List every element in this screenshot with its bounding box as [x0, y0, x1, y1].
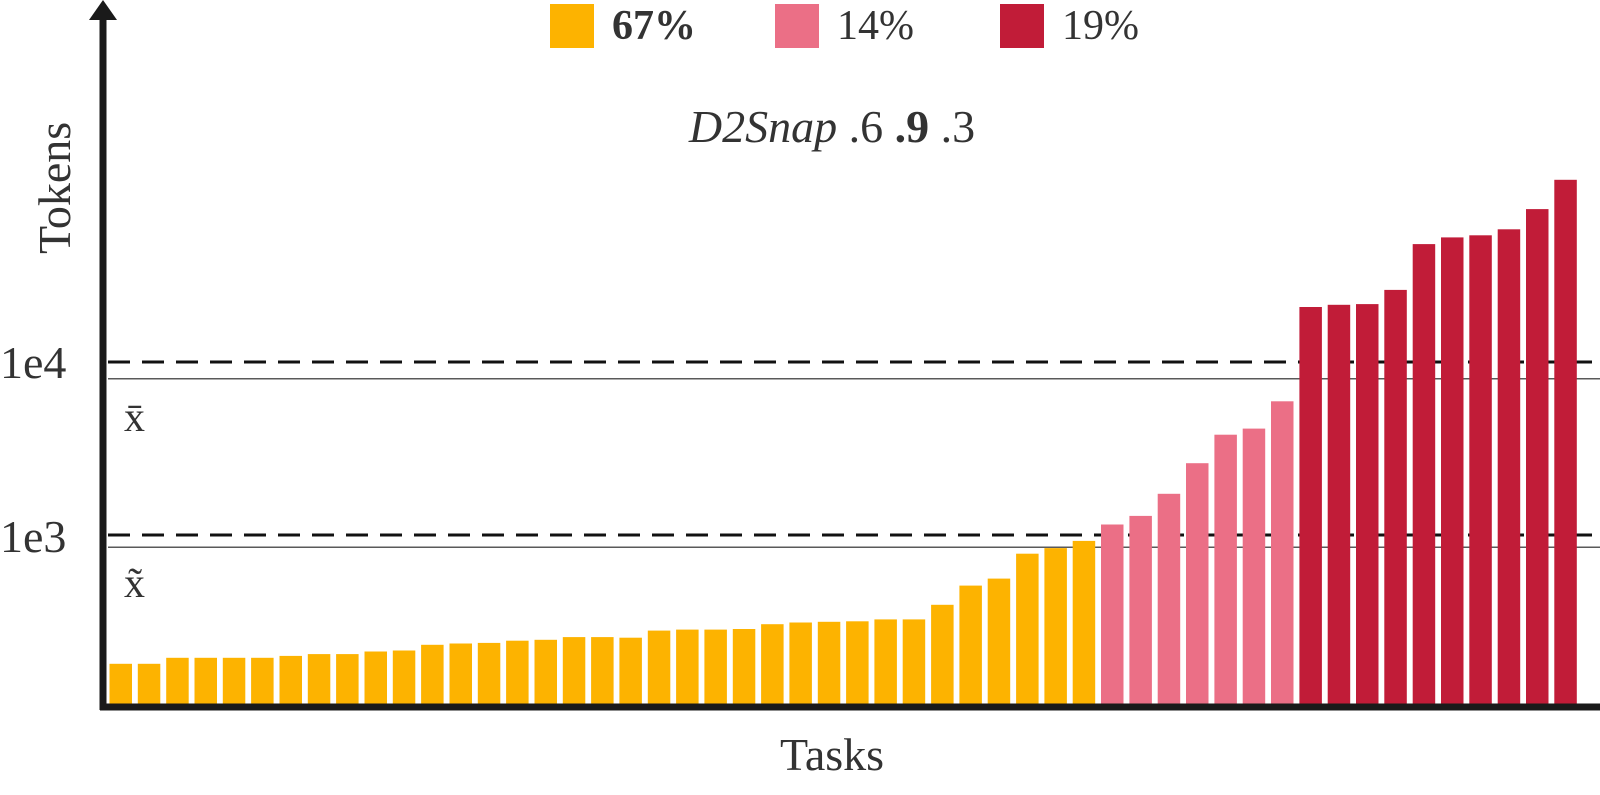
median-label: x̃ [124, 561, 145, 607]
bar-7 [279, 655, 302, 704]
bar-40 [1214, 434, 1237, 704]
bar-11 [392, 650, 416, 704]
bar-20 [647, 630, 671, 704]
bar-48 [1441, 237, 1464, 704]
bar-27 [846, 621, 869, 704]
bar-49 [1469, 235, 1492, 705]
bar-47 [1412, 244, 1436, 704]
legend-label-red: 19% [1062, 3, 1139, 49]
bar-28 [874, 619, 897, 704]
bar-26 [817, 621, 841, 704]
bar-6 [251, 657, 274, 704]
bar-31 [959, 585, 982, 704]
legend-swatch-pink [775, 4, 819, 48]
bar-15 [506, 640, 529, 704]
bar-44 [1327, 304, 1351, 704]
bar-52 [1554, 179, 1577, 705]
y-axis-label: Tokens [29, 121, 80, 254]
bar-45 [1356, 304, 1379, 704]
bar-43 [1299, 307, 1322, 704]
axes [89, 0, 1600, 711]
bar-42 [1271, 401, 1294, 704]
bar-50 [1497, 229, 1521, 705]
bar-5 [222, 657, 246, 704]
legend-swatch-yellow [550, 4, 594, 48]
bar-38 [1157, 493, 1181, 704]
bar-23 [732, 629, 756, 704]
bar-10 [364, 651, 387, 704]
x-axis-label: Tasks [779, 729, 885, 780]
bar-9 [336, 654, 359, 704]
legend-label-yellow: 67% [612, 3, 696, 49]
bar-14 [477, 642, 501, 704]
subtitle-param-3: .3 [940, 101, 976, 152]
subtitle-param-2: .9 [894, 101, 930, 152]
bar-19 [619, 637, 642, 704]
bar-2 [137, 663, 161, 704]
bar-51 [1526, 209, 1549, 704]
bar-21 [676, 629, 699, 704]
bar-4 [194, 657, 217, 704]
bar-22 [704, 629, 727, 704]
bar-37 [1129, 515, 1152, 704]
legend-item-red: 19% [1000, 4, 1139, 48]
bar-16 [534, 639, 557, 704]
bar-29 [902, 619, 926, 704]
bars [109, 179, 1577, 705]
y-tick-label-1e3: 1e3 [0, 511, 67, 562]
bar-46 [1384, 289, 1407, 704]
subtitle-method: D2Snap [688, 101, 838, 152]
chart-subtitle: D2Snap .6 .9 .3 [0, 100, 1600, 153]
bar-24 [761, 624, 784, 704]
bar-32 [987, 578, 1011, 704]
legend-item-pink: 14% [775, 4, 914, 48]
bar-30 [931, 604, 954, 704]
legend-item-yellow: 67% [550, 4, 696, 48]
bar-33 [1016, 553, 1039, 704]
bar-3 [166, 657, 189, 704]
bar-18 [591, 637, 614, 704]
bar-8 [307, 654, 331, 704]
bar-25 [789, 622, 812, 704]
bar-17 [562, 637, 586, 704]
bar-34 [1044, 548, 1067, 704]
reference-lines [108, 360, 1600, 548]
bar-41 [1242, 428, 1266, 704]
bar-1 [109, 663, 132, 704]
mean-label: x̄ [124, 395, 145, 441]
subtitle-param-1: .6 [848, 101, 884, 152]
bar-13 [449, 643, 472, 704]
y-axis-arrow [89, 0, 117, 20]
legend-swatch-red [1000, 4, 1044, 48]
bar-12 [421, 644, 444, 704]
bar-39 [1186, 463, 1209, 704]
bar-36 [1101, 524, 1124, 704]
bar-35 [1072, 540, 1096, 704]
y-tick-label-1e4: 1e4 [0, 337, 67, 388]
legend-label-pink: 14% [837, 3, 914, 49]
